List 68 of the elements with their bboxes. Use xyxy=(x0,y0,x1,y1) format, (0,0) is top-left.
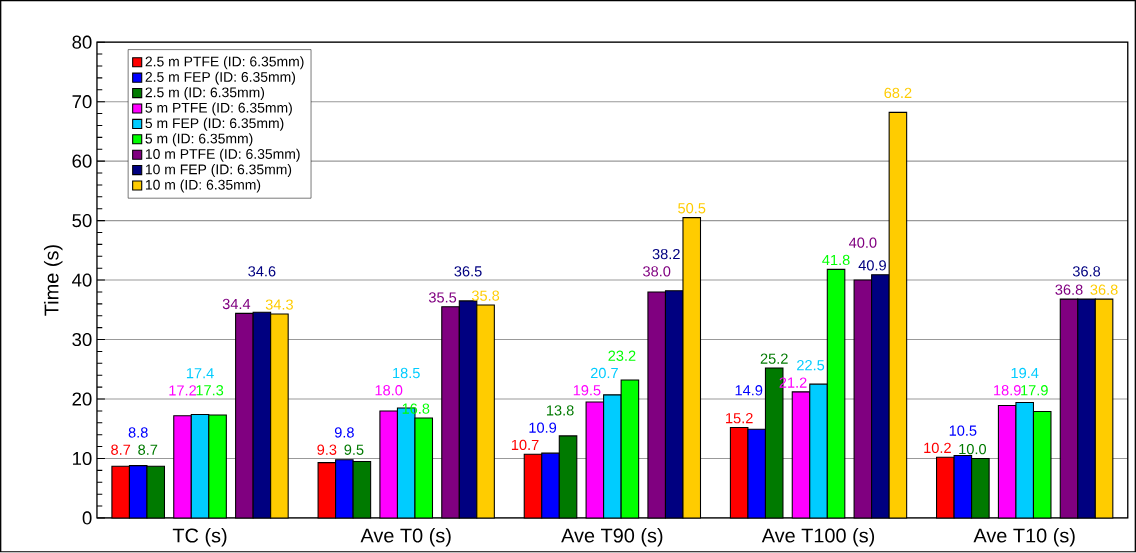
y-axis-title: Time (s) xyxy=(43,245,63,316)
data-label: 14.9 xyxy=(735,385,763,396)
data-label: 10.2 xyxy=(924,442,951,454)
legend-label: 5 m FEP (ID: 6.35mm) xyxy=(145,118,284,132)
data-label: 19.5 xyxy=(573,385,601,396)
data-label: 18.0 xyxy=(375,385,403,396)
data-label: 40.0 xyxy=(848,237,877,249)
data-label: 34.4 xyxy=(222,299,251,310)
data-label: 10.0 xyxy=(959,444,987,455)
data-label: 17.2 xyxy=(169,385,196,396)
data-label: 20.7 xyxy=(590,368,618,379)
data-label: 36.5 xyxy=(454,266,482,277)
y-tick-label: 20 xyxy=(72,392,92,406)
data-label: 9.3 xyxy=(317,444,337,456)
x-tick-label: TC (s) xyxy=(172,528,227,547)
legend-label: 2.5 m (ID: 6.35mm) xyxy=(145,87,265,101)
data-label: 10.9 xyxy=(529,422,557,434)
y-tick-label: 50 xyxy=(72,214,92,228)
data-label: 38.0 xyxy=(643,266,671,277)
data-label: 40.9 xyxy=(858,260,886,271)
y-tick-label: 10 xyxy=(73,452,92,466)
legend-label: 10 m (ID: 6.35mm) xyxy=(145,179,261,193)
data-label: 15.2 xyxy=(726,413,753,424)
y-tick-label: 70 xyxy=(72,95,92,109)
data-label: 16.8 xyxy=(402,403,430,414)
data-label: 19.4 xyxy=(1011,368,1039,379)
y-tick-label: 80 xyxy=(72,35,92,49)
data-label: 17.4 xyxy=(186,368,214,379)
data-label: 25.2 xyxy=(760,353,788,365)
data-label: 9.8 xyxy=(334,427,354,438)
y-tick-label: 0 xyxy=(82,511,92,525)
data-label: 9.5 xyxy=(344,444,364,456)
data-label: 10.7 xyxy=(511,439,539,451)
legend-label: 2.5 m FEP (ID: 6.35mm) xyxy=(145,71,296,85)
data-label: 8.7 xyxy=(138,444,158,456)
legend-label: 10 m PTFE (ID: 6.35mm) xyxy=(145,148,300,162)
data-label: 35.8 xyxy=(471,290,500,302)
data-label: 23.2 xyxy=(608,350,636,362)
data-label: 68.2 xyxy=(884,87,912,99)
data-label: 35.5 xyxy=(428,292,457,303)
data-label: 38.2 xyxy=(652,249,680,260)
data-label: 18.9 xyxy=(994,385,1021,396)
data-label: 17.3 xyxy=(196,385,224,396)
legend-label: 10 m FEP (ID: 6.35mm) xyxy=(145,164,292,178)
data-label: 50.5 xyxy=(678,203,706,214)
data-label: 36.8 xyxy=(1055,284,1083,296)
data-label: 36.8 xyxy=(1072,266,1101,277)
data-label: 17.9 xyxy=(1021,385,1048,396)
data-label: 10.5 xyxy=(949,425,977,436)
legend-label: 5 m PTFE (ID: 6.35mm) xyxy=(145,102,292,116)
x-tick-label: Ave T10 (s) xyxy=(973,528,1075,547)
y-tick-label: 60 xyxy=(72,154,92,168)
data-label: 13.8 xyxy=(546,405,574,416)
data-label: 36.8 xyxy=(1090,284,1118,296)
data-label: 41.8 xyxy=(822,255,850,266)
x-tick-label: Ave T100 (s) xyxy=(761,528,875,547)
y-tick-label: 40 xyxy=(72,273,92,287)
data-label: 18.5 xyxy=(393,368,420,379)
x-tick-label: Ave T0 (s) xyxy=(360,528,451,547)
legend-label: 2.5 m PTFE (ID: 6.35mm) xyxy=(145,56,304,70)
data-label: 8.7 xyxy=(111,444,131,456)
y-tick-label: 30 xyxy=(72,333,92,347)
data-label: 34.3 xyxy=(265,299,293,310)
x-tick-label: Ave T90 (s) xyxy=(561,528,663,547)
data-label: 8.8 xyxy=(128,427,148,438)
data-label: 22.5 xyxy=(797,360,825,371)
legend-label: 5 m (ID: 6.35mm) xyxy=(145,133,253,147)
data-label: 34.6 xyxy=(248,266,276,277)
